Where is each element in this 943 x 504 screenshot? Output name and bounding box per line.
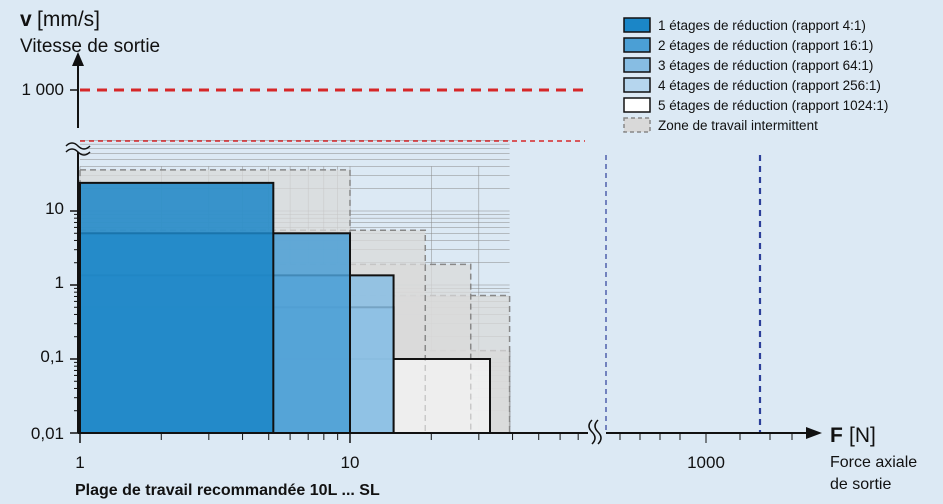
y-axis-break-icon	[65, 142, 91, 156]
y-tick-label-0.1: 0,1	[40, 347, 64, 366]
legend-label: 5 étages de réduction (rapport 1024:1)	[658, 98, 888, 113]
x-axis-title-line2: de sortie	[830, 476, 891, 493]
x-axis-unit: [N]	[849, 424, 876, 447]
x-axis	[78, 419, 822, 445]
x-tick-label-1: 1	[75, 453, 84, 472]
legend-swatch	[623, 17, 651, 33]
reference-lines	[80, 88, 762, 433]
operating-bands	[79, 181, 491, 435]
y-axis-title: Vitesse de sortie	[20, 36, 160, 57]
legend-swatch	[623, 37, 651, 53]
legend-label: 4 étages de réduction (rapport 256:1)	[658, 78, 881, 93]
legend-swatch-intermittent	[623, 117, 651, 133]
operating-band	[79, 181, 275, 434]
legend-swatch	[623, 97, 651, 113]
legend-label-intermittent: Zone de travail intermittent	[658, 118, 818, 133]
x-axis-break-icon	[588, 419, 602, 445]
legend-label: 1 étages de réduction (rapport 4:1)	[658, 18, 866, 33]
x-tick-label-1000: 1000	[687, 453, 725, 472]
y-tick-label-0.01: 0,01	[31, 424, 64, 443]
legend-label: 3 étages de réduction (rapport 64:1)	[658, 58, 873, 73]
legend: 1 étages de réduction (rapport 4:1) 2 éta…	[623, 17, 888, 133]
legend-swatch	[623, 57, 651, 73]
y-axis-symbol: v	[20, 8, 32, 31]
y-axis	[65, 52, 91, 434]
x-axis-symbol: F	[830, 424, 843, 447]
legend-swatch	[623, 77, 651, 93]
y-axis-arrow	[72, 52, 84, 66]
x-axis-title-line1: Force axiale	[830, 454, 917, 471]
y-tick-label-10: 10	[45, 199, 64, 218]
x-tick-label-10: 10	[341, 453, 360, 472]
y-axis-unit: [mm/s]	[37, 8, 100, 31]
y-tick-label-1000: 1 000	[21, 80, 64, 99]
legend-label: 2 étages de réduction (rapport 16:1)	[658, 38, 873, 53]
x-axis-arrow	[806, 427, 822, 439]
y-tick-label-1: 1	[55, 273, 64, 292]
footer-caption: Plage de travail recommandée 10L ... SL	[75, 482, 380, 499]
